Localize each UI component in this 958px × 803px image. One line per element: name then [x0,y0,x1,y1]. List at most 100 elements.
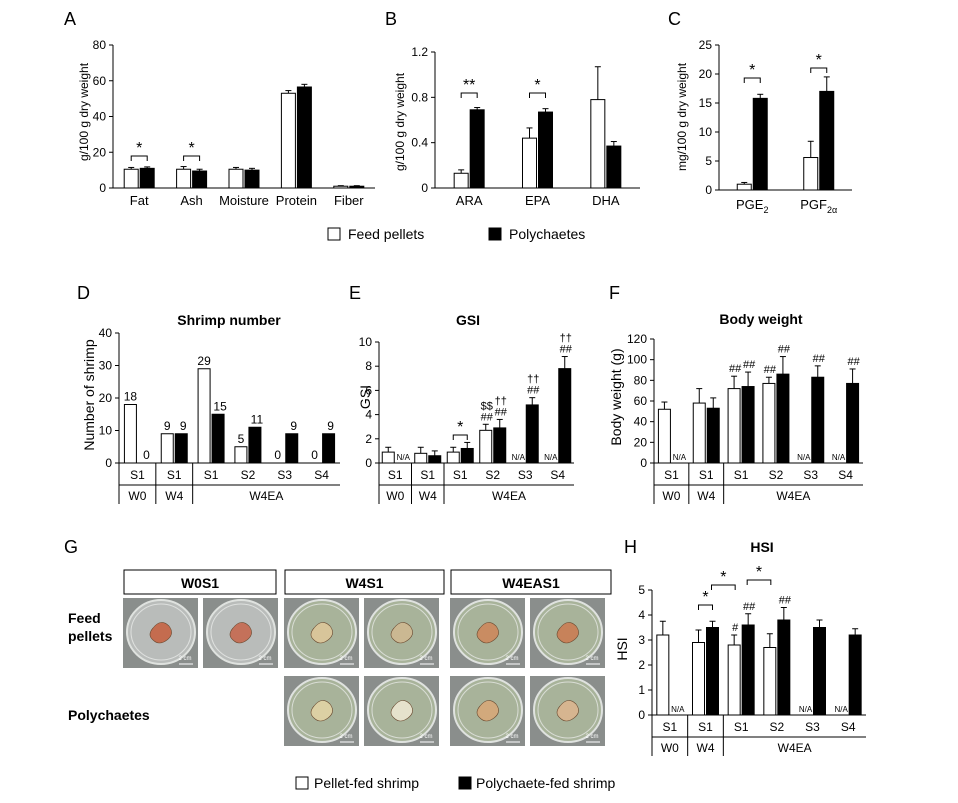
photo-group-header [450,569,612,595]
x-stage-label: S3 [803,468,818,482]
y-tick-label: 80 [634,373,648,387]
significance-mark: $$ [481,400,493,412]
significance-mark: ## [495,406,508,418]
value-label: 9 [164,419,171,433]
significance-mark: ## [779,595,792,607]
significance-mark: †† [560,333,572,345]
x-stage-label: S1 [453,468,468,482]
scale-label: 2 cm [585,734,598,740]
bar-B-white [522,137,537,189]
photo-group-header [123,569,277,595]
x-stage-label: S1 [167,468,182,482]
photo-group-header [284,569,445,595]
legend-swatch-white [295,776,309,790]
bar-D-black [248,426,262,464]
y-tick-label: 0 [705,183,712,197]
x-category-label: DHA [592,193,620,208]
y-tick-label: 100 [627,353,647,367]
panel-letter: H [624,537,637,557]
y-tick-label: 120 [627,332,647,346]
x-period-label: W4EA [778,741,812,755]
petri-dish-rim [537,681,599,739]
photo-row-label: pellets [68,628,113,644]
value-label: 18 [124,390,138,404]
hepatopancreas-sample [556,700,579,722]
significance-mark: # [732,622,739,634]
bar-E-white [414,452,428,464]
x-stage-label: S1 [204,468,219,482]
significance-mark: †† [495,395,507,407]
photo-group-label: W4S1 [345,575,383,591]
x-period-label: W4EA [776,489,810,503]
bar-D-white [123,404,137,464]
panel-letter: D [77,283,90,303]
value-label: 0 [143,448,150,462]
significance-mark: ## [778,344,791,356]
bar-F-white [657,408,671,464]
bar-E-white [446,451,460,464]
petri-dish-rim [291,603,353,661]
photo-row-label: Feed [68,610,101,626]
x-category-label: Ash [180,193,202,208]
bar-A-white [228,168,244,189]
bar-H-black [813,627,826,716]
scale-label: 2 cm [505,734,518,740]
bar-D-white [160,433,174,464]
bar-A-white [280,92,296,189]
x-period-label: W0 [662,489,680,503]
x-category-label: Moisture [219,193,269,208]
y-tick-label: 1.2 [411,45,428,59]
bar-D-white [197,368,211,464]
photo-row-label: Polychaetes [68,707,150,723]
value-label: 15 [213,399,227,413]
panel-title: Body weight [719,311,803,327]
bar-E-white [381,451,395,464]
bar-A-black [139,167,155,189]
bar-F-white [692,402,706,464]
x-stage-label: S1 [388,468,403,482]
petri-dish-rim [457,681,519,739]
y-tick-label: 0 [365,456,372,470]
scale-label: 2 cm [585,656,598,662]
bar-E-black [493,427,507,464]
legend-label: Polychaete-fed shrimp [476,775,616,791]
scale-label: 2 cm [339,734,352,740]
significance-mark: ## [743,359,756,371]
bar-A-black [296,86,312,189]
y-tick-label: 1 [638,683,645,697]
bar-H-white [727,644,741,716]
y-axis-label: g/100 g dry weight [393,72,407,171]
x-category-label: Fiber [334,193,364,208]
y-axis-label: Body weight (g) [608,348,624,445]
y-tick-label: 20 [93,145,107,159]
y-tick-label: 25 [699,38,713,52]
x-stage-label: S1 [699,468,714,482]
panel-letter: F [609,283,620,303]
significance-bracket [810,67,828,73]
bar-C-white [803,157,819,191]
bar-H-white [656,634,670,716]
bar-A-white [176,168,192,189]
x-category-label: EPA [525,193,550,208]
bar-H-black [741,624,755,716]
panel-letter: B [385,9,397,29]
y-tick-label: 0 [99,181,106,195]
significance-bracket [452,434,468,440]
x-stage-label: S1 [698,720,713,734]
significance-mark: ## [847,356,860,368]
na-label: N/A [673,453,687,462]
bar-E-black [558,368,572,464]
y-tick-label: 80 [93,38,107,52]
x-stage-label: S3 [518,468,533,482]
x-period-label: W0 [661,741,679,755]
y-tick-label: 4 [638,608,645,622]
significance-label: * [749,62,755,79]
y-tick-label: 6 [365,383,372,397]
x-stage-label: S4 [841,720,856,734]
y-tick-label: 0 [640,456,647,470]
significance-label: * [816,52,822,69]
bar-D-black [322,433,336,464]
bar-A-white [333,185,349,189]
bar-B-black [469,109,485,189]
petri-dish-rim [457,603,519,661]
